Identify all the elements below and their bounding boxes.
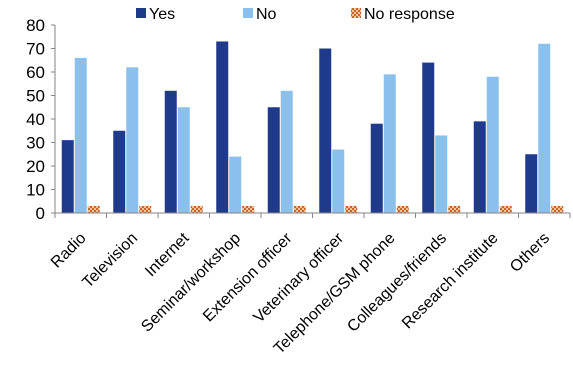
y-tick-label: 0 (36, 204, 45, 223)
bar-yes-6 (319, 48, 332, 213)
y-tick-label: 30 (26, 134, 45, 153)
bars-group (61, 41, 564, 214)
bar-yes-2 (113, 130, 126, 213)
x-tick-label: Extension officer (200, 229, 296, 325)
bar-yes-9 (473, 121, 486, 213)
y-axis: 0 10 20 30 40 50 60 70 80 (26, 16, 56, 223)
bar-no-response-1 (87, 205, 100, 213)
bar-no-response-2 (139, 205, 152, 213)
bar-yes-4 (216, 41, 229, 214)
bar-no-10 (538, 43, 551, 213)
bar-no-response-7 (396, 205, 409, 213)
x-tick-label: Seminar/workshop (138, 230, 244, 336)
x-tick-label: Veterinary officer (250, 229, 347, 326)
bar-no-3 (177, 107, 190, 213)
bar-no-response-6 (345, 205, 358, 213)
legend-label: Yes (149, 6, 175, 23)
x-tick-label: Others (507, 230, 553, 276)
chart-legend: Yes No No response (136, 6, 455, 23)
bar-no-response-9 (499, 205, 512, 213)
bar-no-4 (229, 156, 242, 213)
y-tick-label: 20 (26, 157, 45, 176)
bar-no-response-3 (190, 205, 203, 213)
bar-no-2 (126, 67, 139, 213)
legend-label: No (256, 6, 277, 23)
bar-no-7 (383, 74, 396, 213)
legend-swatch (243, 8, 253, 18)
y-tick-label: 40 (26, 110, 45, 129)
bar-no-6 (332, 149, 345, 213)
bar-no-response-8 (448, 205, 461, 213)
bar-yes-8 (422, 62, 435, 213)
x-tick-label: Colleagues/friends (344, 230, 450, 336)
x-tick-label: Television (79, 230, 141, 292)
bar-no-response-10 (551, 205, 564, 213)
bar-yes-1 (61, 140, 74, 213)
bar-no-9 (486, 76, 499, 213)
y-tick-label: 70 (26, 40, 45, 59)
bar-yes-7 (370, 123, 383, 213)
legend-swatch (136, 8, 146, 18)
bar-no-5 (280, 90, 293, 213)
bar-no-1 (74, 57, 87, 214)
bar-no-response-5 (293, 205, 306, 213)
bar-yes-5 (267, 107, 280, 213)
bar-yes-3 (164, 90, 177, 213)
bar-yes-10 (525, 154, 538, 213)
x-tick-label: Radio (48, 230, 90, 272)
y-tick-label: 60 (26, 63, 45, 82)
legend-swatch (351, 8, 361, 18)
x-tick-label: Research institute (399, 230, 502, 333)
y-tick-label: 80 (26, 16, 45, 35)
y-tick-label: 10 (26, 181, 45, 200)
bar-no-response-4 (242, 205, 255, 213)
legend-label: No response (364, 6, 455, 23)
x-tick-label: Internet (142, 229, 193, 280)
bar-no-8 (435, 135, 448, 213)
y-tick-label: 50 (26, 87, 45, 106)
